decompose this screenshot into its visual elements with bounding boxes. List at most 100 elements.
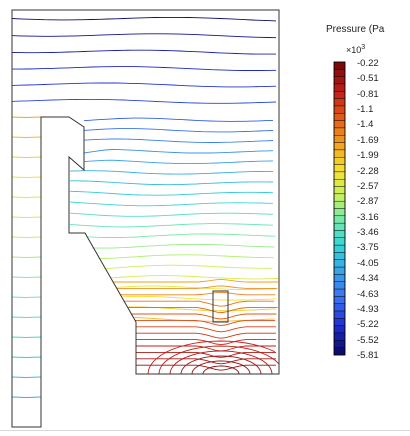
colorbar-swatch xyxy=(333,178,346,187)
contour-line xyxy=(11,256,42,258)
contour-line xyxy=(11,116,42,118)
colorbar-swatch xyxy=(333,193,346,202)
contour-line xyxy=(131,313,277,320)
colorbar-tick-label: -5.52 xyxy=(357,334,379,346)
colorbar-frame xyxy=(333,61,346,356)
contour-line xyxy=(11,136,42,138)
colorbar-swatch xyxy=(333,61,346,70)
outer-boundary xyxy=(11,9,280,428)
colorbar-swatch xyxy=(333,208,346,217)
colorbar-swatch xyxy=(333,127,346,136)
contour-line xyxy=(136,345,276,352)
colorbar-tick-label: -1.4 xyxy=(357,119,374,131)
contour-line xyxy=(135,319,276,326)
colorbar-swatch xyxy=(333,303,346,312)
contour-line xyxy=(11,236,42,238)
contour-line xyxy=(136,358,276,365)
contour-line xyxy=(69,201,274,207)
colorbar xyxy=(333,61,346,356)
colorbar-swatch xyxy=(333,120,346,129)
contour-line xyxy=(136,326,276,333)
contour-line xyxy=(147,340,275,375)
contour-line xyxy=(11,276,42,278)
colorbar-swatch xyxy=(333,252,346,260)
contour-line xyxy=(11,176,42,178)
contour-line xyxy=(11,396,42,398)
colorbar-swatch xyxy=(333,91,346,99)
contour-lines xyxy=(11,16,279,398)
colorbar-tick-label: -3.75 xyxy=(357,242,379,254)
domain-outline xyxy=(11,9,280,428)
colorbar-swatch xyxy=(333,98,346,107)
contour-line xyxy=(110,275,279,280)
internal-obstacle xyxy=(212,290,229,323)
contour-line xyxy=(104,264,273,270)
colorbar-tick-label: -1.1 xyxy=(357,104,374,116)
contour-line xyxy=(120,291,276,296)
colorbar-tick-label: -4.93 xyxy=(357,303,379,315)
colorbar-tick-label: -3.16 xyxy=(357,211,379,223)
contour-line xyxy=(83,117,274,122)
contour-line xyxy=(11,196,42,198)
colorbar-swatch xyxy=(333,274,346,282)
colorbar-tick-label: -3.46 xyxy=(357,227,379,239)
multiplier-exponent: 3 xyxy=(361,44,366,51)
colorbar-tick-label: -1.69 xyxy=(357,134,379,146)
contour-line xyxy=(11,216,42,218)
colorbar-swatch xyxy=(333,186,346,195)
contour-line xyxy=(11,296,42,298)
colorbar-swatch xyxy=(333,222,346,231)
colorbar-swatch xyxy=(333,105,346,114)
colorbar-swatch xyxy=(333,113,346,121)
contour-line xyxy=(113,279,279,283)
colorbar-tick-label: -5.81 xyxy=(357,350,379,361)
colorbar-swatch xyxy=(333,288,346,297)
colorbar-tick-label: -4.63 xyxy=(357,288,379,300)
contour-line xyxy=(11,33,277,39)
colorbar-swatch xyxy=(333,347,346,356)
contour-line xyxy=(69,223,274,228)
contour-line xyxy=(83,149,274,154)
colorbar-multiplier: ×103 xyxy=(346,44,365,55)
contour-line xyxy=(11,316,42,318)
colorbar-tick-label: -4.34 xyxy=(357,273,379,285)
colorbar-swatch xyxy=(333,230,346,239)
contour-line xyxy=(86,233,276,238)
colorbar-swatch xyxy=(333,69,346,77)
contour-line xyxy=(136,351,276,358)
contour-line xyxy=(11,376,42,378)
contour-line xyxy=(202,365,240,375)
colorbar-swatch xyxy=(333,135,346,143)
bottom-divider xyxy=(0,430,410,431)
contour-line xyxy=(69,212,274,217)
contour-line xyxy=(11,49,276,55)
colorbar-swatch xyxy=(333,215,346,224)
contour-line xyxy=(158,345,279,375)
contour-line xyxy=(11,356,42,358)
colorbar-swatch xyxy=(333,83,346,92)
contour-line xyxy=(11,82,277,88)
contour-line xyxy=(11,336,42,338)
contour-line xyxy=(92,243,275,249)
contour-line xyxy=(124,300,275,307)
contour-line xyxy=(11,16,277,22)
contour-line xyxy=(70,180,274,186)
contour-line xyxy=(83,138,274,143)
colorbar-swatch xyxy=(333,244,346,253)
colorbar-tick-label: -2.57 xyxy=(357,180,379,192)
colorbar-swatch xyxy=(333,281,346,290)
contour-line xyxy=(180,355,262,375)
colorbar-tick-label: -1.99 xyxy=(357,150,379,162)
contour-line xyxy=(11,156,42,158)
contour-line xyxy=(83,159,274,165)
colorbar-tick-label: -0.22 xyxy=(357,58,379,69)
colorbar-swatch xyxy=(333,157,346,165)
colorbar-swatch xyxy=(333,142,346,151)
colorbar-swatch xyxy=(333,318,346,326)
colorbar-swatch xyxy=(333,332,346,341)
colorbar-swatch xyxy=(333,266,346,275)
colorbar-swatch xyxy=(333,310,346,319)
contour-line xyxy=(116,285,278,290)
colorbar-tick-label: -2.28 xyxy=(357,165,379,177)
colorbar-swatch xyxy=(333,325,346,334)
